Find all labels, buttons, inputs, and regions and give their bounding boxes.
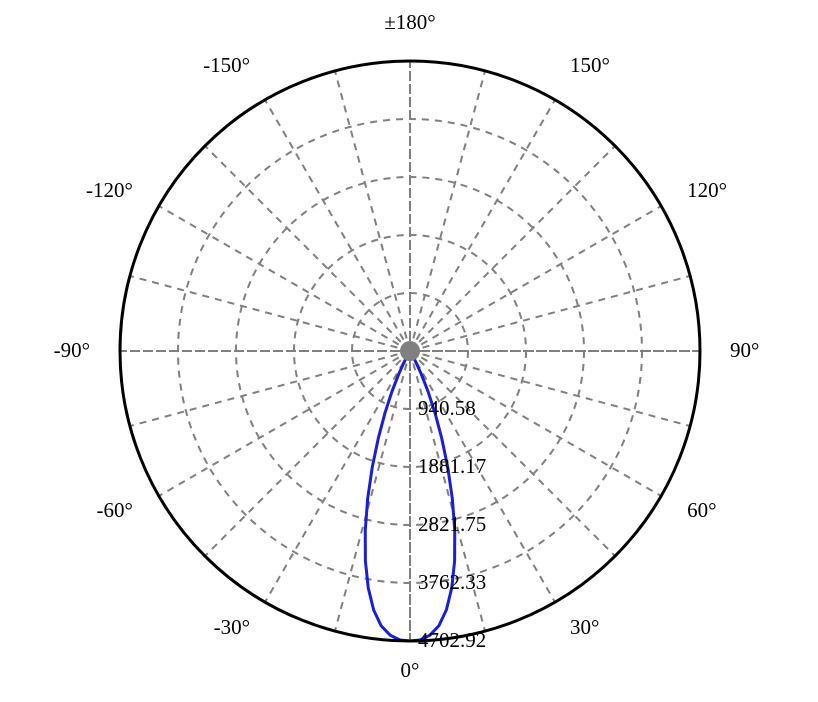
radial-label: 2821.75 [418, 512, 486, 536]
angle-label: -120° [86, 178, 133, 202]
grid-spoke [130, 276, 410, 351]
grid-spoke [410, 71, 485, 351]
angle-label: -90° [54, 338, 90, 362]
angle-label: 120° [687, 178, 727, 202]
grid-spoke [335, 71, 410, 351]
grid-spoke [265, 351, 410, 602]
radial-label: 3762.33 [418, 570, 486, 594]
polar-chart: 0° 30° 60° 90° 120° 150° ±180° -150° -120° -90° -6… [0, 0, 818, 702]
angle-label: 0° [401, 658, 420, 682]
angle-label: 150° [570, 53, 610, 77]
radial-label: 4702.92 [418, 628, 486, 652]
radial-label: 940.58 [418, 396, 476, 420]
angle-label: -150° [203, 53, 250, 77]
grid-spoke [410, 206, 661, 351]
center-dot [400, 341, 420, 361]
grid-spoke [205, 351, 410, 556]
angle-label: 60° [687, 498, 716, 522]
angle-label: 30° [570, 615, 599, 639]
grid-spoke [205, 146, 410, 351]
grid-spoke [410, 100, 555, 351]
grid-spoke [335, 351, 410, 631]
angle-label: -30° [214, 615, 250, 639]
angle-label: 90° [730, 338, 759, 362]
angle-label: ±180° [384, 10, 435, 34]
grid-spoke [130, 351, 410, 426]
angle-label: -60° [96, 498, 132, 522]
grid-spoke [265, 100, 410, 351]
radial-label: 1881.17 [418, 454, 486, 478]
grid-spoke [159, 206, 410, 351]
grid-spoke [410, 276, 690, 351]
grid-spoke [410, 146, 615, 351]
